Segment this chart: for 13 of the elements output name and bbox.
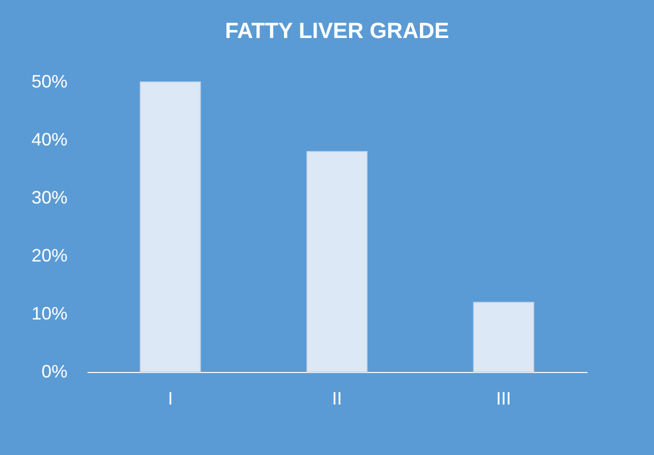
y-tick-label: 30% <box>31 188 68 208</box>
x-tick-label: III <box>496 388 512 408</box>
x-tick-label: I <box>168 388 173 408</box>
x-tick-label: II <box>332 388 342 408</box>
bar <box>473 302 534 372</box>
y-tick-label: 40% <box>31 130 68 150</box>
y-tick-label: 20% <box>31 246 68 266</box>
chart-title: FATTY LIVER GRADE <box>224 18 450 43</box>
y-tick-label: 50% <box>31 72 68 92</box>
bar <box>306 151 368 372</box>
y-tick-label: 0% <box>41 362 68 382</box>
bar <box>140 82 201 372</box>
y-tick-label: 10% <box>31 304 68 324</box>
